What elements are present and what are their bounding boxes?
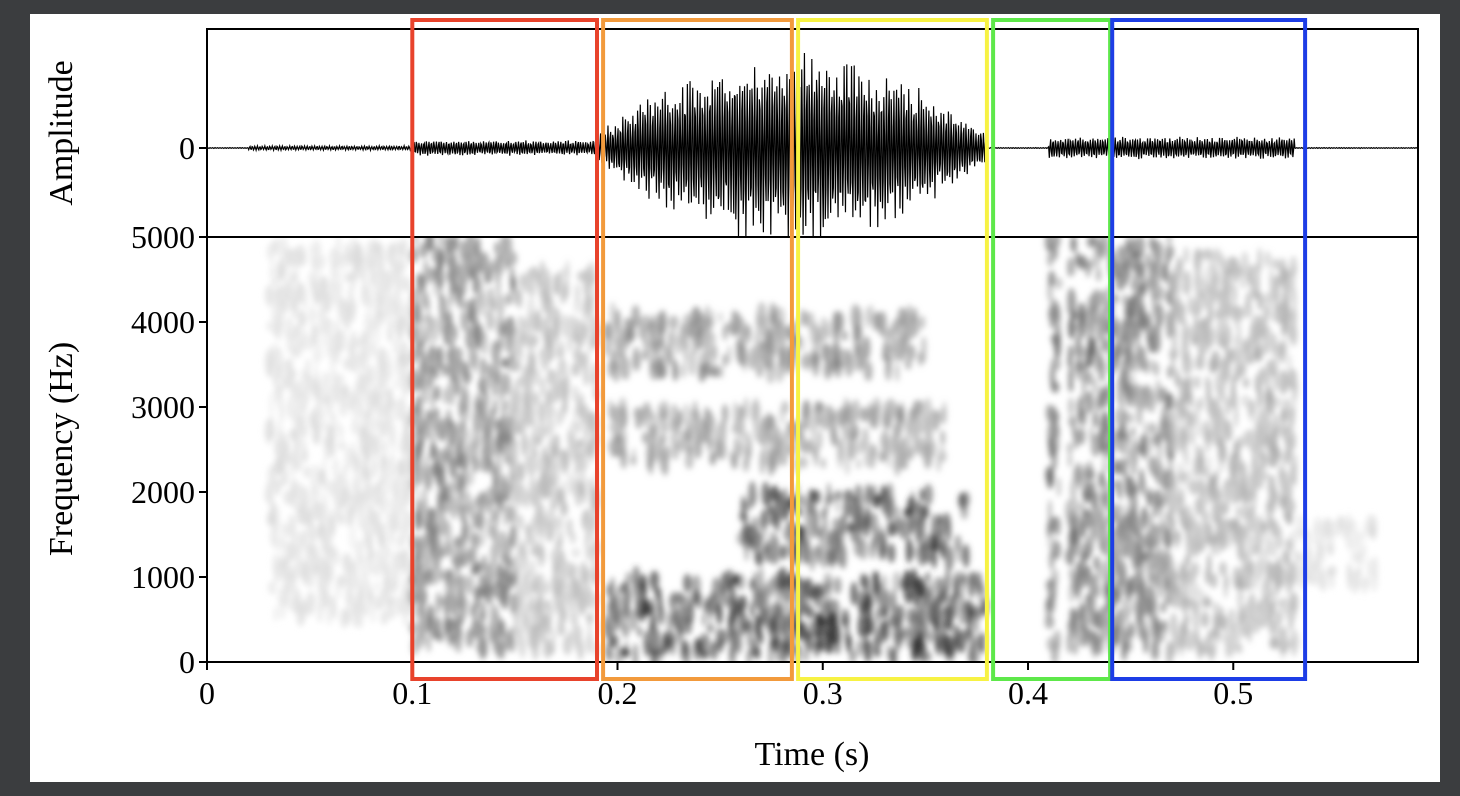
highlight-box bbox=[601, 18, 794, 681]
highlight-boxes bbox=[410, 18, 1308, 681]
spectrogram-y-tick-label: 1000 bbox=[131, 559, 195, 595]
waveform-y-tick-label: 0 bbox=[179, 130, 195, 166]
waveform-plot bbox=[207, 53, 1418, 237]
spectrogram-y-tick-label: 4000 bbox=[131, 304, 195, 340]
spectrogram-y-tick-label: 2000 bbox=[131, 474, 195, 510]
spectrogram-region bbox=[602, 301, 927, 384]
highlight-box bbox=[796, 18, 989, 681]
spectrogram-frame bbox=[206, 236, 1419, 663]
spectrogram-region bbox=[607, 396, 947, 477]
spectrogram-y-tick-label: 0 bbox=[179, 644, 195, 680]
spectrogram-region bbox=[408, 237, 519, 661]
x-tick-label: 0 bbox=[199, 675, 215, 711]
spectrogram-region bbox=[1044, 237, 1063, 662]
spectrogram-region bbox=[264, 237, 417, 629]
waveform-y-axis-label: Amplitude bbox=[43, 60, 80, 205]
highlight-box bbox=[1110, 18, 1308, 681]
x-axis-label: Time (s) bbox=[755, 736, 870, 773]
spectrogram-y-tick-label: 3000 bbox=[131, 389, 195, 425]
spectrogram-region bbox=[1167, 246, 1300, 662]
waveform-trace bbox=[207, 53, 1418, 237]
highlight-box bbox=[410, 18, 599, 681]
highlight-box bbox=[991, 18, 1113, 681]
spectrogram-y-axis-label: Frequency (Hz) bbox=[43, 342, 80, 556]
spectrogram-y-tick-label: 5000 bbox=[131, 219, 195, 255]
